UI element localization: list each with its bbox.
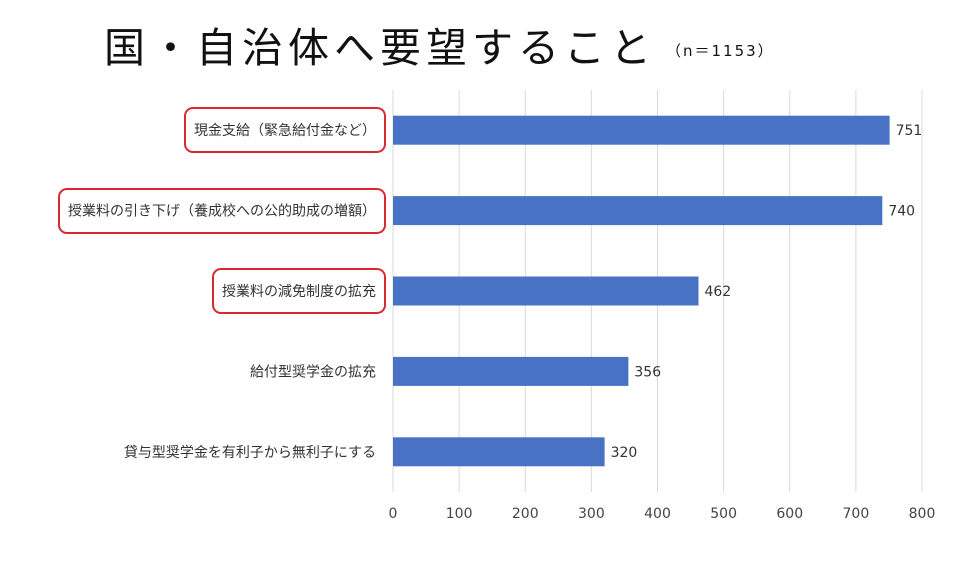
highlight-box-1 <box>58 187 386 234</box>
value-label-2: 462 <box>704 284 731 300</box>
value-label-1: 740 <box>888 204 915 220</box>
category-label-3: 給付型奨学金の拡充 <box>250 364 376 380</box>
highlight-box-2 <box>212 268 386 314</box>
bar-1 <box>393 196 883 226</box>
value-label-4: 320 <box>611 445 638 461</box>
value-label-3: 356 <box>634 364 661 380</box>
bar-4 <box>393 437 605 467</box>
bar-2 <box>393 276 699 306</box>
chart-title-text: 国・自治体へ要望すること <box>104 24 656 72</box>
x-tick-label-500: 500 <box>710 506 737 522</box>
x-tick-label-400: 400 <box>644 506 671 522</box>
x-tick-label-700: 700 <box>843 506 870 522</box>
x-tick-label-600: 600 <box>776 506 803 522</box>
x-tick-label-800: 800 <box>909 506 936 522</box>
category-label-0: 現金支給（緊急給付金など） <box>194 123 376 139</box>
chart-title: 国・自治体へ要望すること （n＝1153） <box>104 20 775 79</box>
bar-3 <box>393 356 629 386</box>
x-tick-label-100: 100 <box>446 506 473 522</box>
value-label-0: 751 <box>896 123 923 139</box>
x-tick-label-0: 0 <box>389 506 398 522</box>
highlight-box-0 <box>184 107 386 154</box>
sample-size-note: （n＝1153） <box>666 42 775 60</box>
x-tick-label-200: 200 <box>512 506 539 522</box>
bar-0 <box>393 115 890 145</box>
category-label-4: 貸与型奨学金を有利子から無利子にする <box>124 445 376 461</box>
category-label-2: 授業料の減免制度の拡充 <box>222 283 376 300</box>
category-label-1: 授業料の引き下げ（養成校への公的助成の増額） <box>68 203 376 220</box>
x-tick-label-300: 300 <box>578 506 605 522</box>
